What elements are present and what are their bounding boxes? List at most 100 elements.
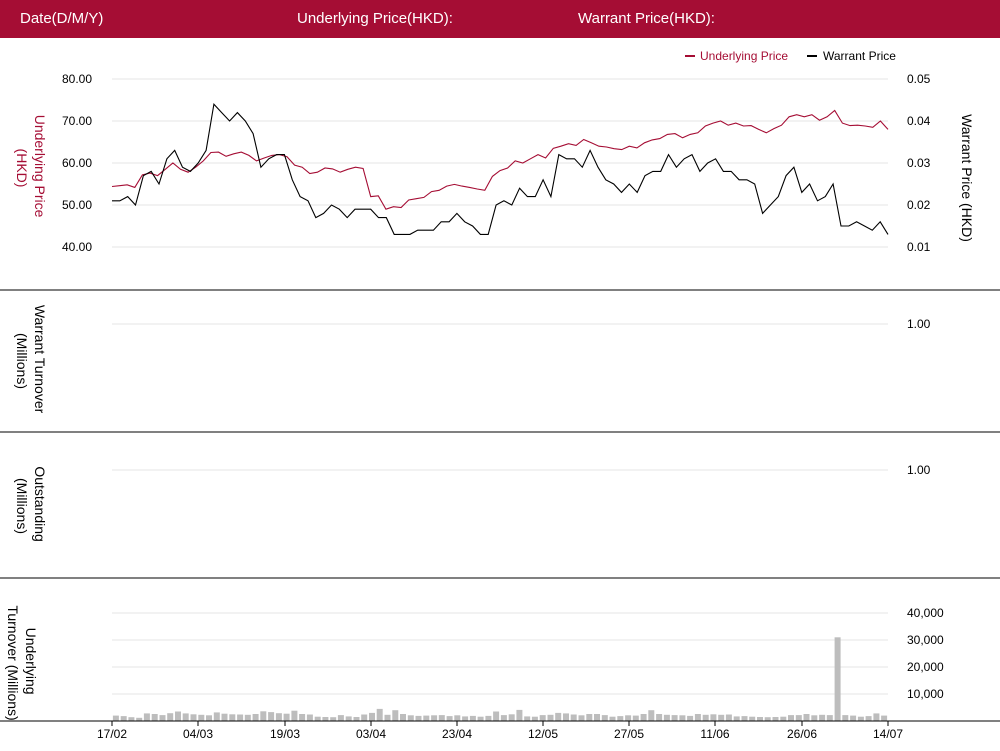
turnover-bar <box>190 714 197 722</box>
turnover-bar <box>462 716 469 721</box>
x-tick-label: 27/05 <box>614 727 644 741</box>
turnover-bar <box>268 712 275 721</box>
header-bar: Date(D/M/Y) Underlying Price(HKD): Warra… <box>0 0 1000 38</box>
turnover-bar <box>275 713 282 721</box>
warrant-turnover-tick: 1.00 <box>907 317 931 331</box>
turnover-bar <box>524 716 531 721</box>
turnover-bar <box>477 716 484 721</box>
turnover-bar <box>780 716 787 721</box>
turnover-bar <box>128 717 135 721</box>
turnover-bar <box>648 710 655 721</box>
turnover-bar <box>361 714 368 721</box>
turnover-bar <box>423 715 430 721</box>
turnover-bar <box>229 714 236 722</box>
underlying-axis-title-line1: Underlying Price <box>32 115 48 218</box>
turnover-bar <box>803 714 810 721</box>
turnover-bar <box>175 711 181 721</box>
x-tick-label: 04/03 <box>183 727 213 741</box>
turnover-bar <box>136 717 143 721</box>
underlying-axis-ticks: 80.00 70.00 60.00 50.00 40.00 <box>62 72 92 254</box>
turnover-bar <box>446 716 453 721</box>
turnover-bar <box>500 715 507 721</box>
turnover-bar <box>431 715 438 721</box>
turnover-bar <box>586 714 593 721</box>
underlying-turnover-title-line1: Underlying <box>23 628 39 695</box>
turnover-bar <box>663 714 670 721</box>
turnover-bar <box>516 709 523 721</box>
turnover-bar <box>795 715 802 721</box>
x-tick-label: 14/07 <box>873 727 903 741</box>
turnover-bar <box>330 717 337 721</box>
turnover-bar <box>594 714 600 721</box>
underlying-tick-label: 50.00 <box>62 198 92 212</box>
turnover-bar <box>213 712 220 721</box>
turnover-bar <box>834 637 841 721</box>
turnover-bar <box>143 713 150 721</box>
underlying-axis-title-line2: (HKD) <box>14 149 30 188</box>
x-tick-label: 23/04 <box>442 727 472 741</box>
turnover-bar <box>306 714 313 721</box>
turnover-bar <box>314 716 321 721</box>
turnover-bar <box>221 713 228 721</box>
turnover-bar <box>609 716 616 721</box>
turnover-bar <box>392 710 399 721</box>
x-axis-ticks: 17/02 04/03 19/03 03/04 23/04 12/05 27/05 11/06… <box>97 721 903 741</box>
x-tick-label: 12/05 <box>528 727 558 741</box>
warrant-tick-label: 0.03 <box>907 156 931 170</box>
turnover-bar <box>531 716 538 721</box>
turnover-bars <box>112 637 888 722</box>
turnover-bar <box>656 714 663 721</box>
turnover-bar <box>198 714 205 721</box>
turnover-bar <box>850 715 857 721</box>
turnover-bar <box>454 715 461 721</box>
turnover-bar <box>283 713 290 721</box>
turnover-bar <box>438 715 445 721</box>
turnover-bar <box>120 716 127 721</box>
turnover-bar <box>788 715 794 721</box>
turnover-bar <box>710 714 717 722</box>
turnover-bar <box>322 717 329 721</box>
turnover-bar <box>353 717 360 721</box>
turnover-bar <box>563 713 569 721</box>
turnover-bar <box>159 715 166 721</box>
turnover-bar <box>601 715 608 721</box>
warrant-axis-title: Warrant Price (HKD) <box>959 114 975 242</box>
x-tick-label: 17/02 <box>97 727 127 741</box>
turnover-bar <box>384 714 391 721</box>
x-tick-label: 19/03 <box>270 727 300 741</box>
turnover-bar <box>671 715 678 721</box>
turnover-bar <box>508 714 515 722</box>
turnover-bar <box>694 714 701 721</box>
warrant-turnover-title-line1: Warrant Turnover <box>32 305 48 414</box>
turnover-bar <box>819 714 826 721</box>
turnover-bar <box>345 716 352 721</box>
legend-underlying-swatch <box>685 55 695 57</box>
turnover-tick-label: 10,000 <box>907 687 944 701</box>
turnover-bar <box>337 715 344 721</box>
date-label: Date(D/M/Y) <box>20 10 104 27</box>
warrant-turnover-title-line2: (Millions) <box>14 333 30 389</box>
turnover-bar <box>299 714 306 721</box>
warrant-price-line <box>112 103 889 235</box>
x-tick-label: 03/04 <box>356 727 386 741</box>
outstanding-axis-title: Outstanding (Millions) <box>14 466 48 545</box>
turnover-bar <box>206 715 212 721</box>
outstanding-title-line1: Outstanding <box>32 466 48 542</box>
turnover-bar <box>407 715 414 721</box>
underlying-axis-title: Underlying Price (HKD) <box>14 115 48 222</box>
turnover-bar <box>376 708 383 721</box>
underlying-tick-label: 40.00 <box>62 240 92 254</box>
turnover-bar <box>570 714 577 721</box>
underlying-turnover-title-line2: Turnover (Millions) <box>5 605 21 720</box>
x-tick-label: 11/06 <box>700 727 729 741</box>
outstanding-tick: 1.00 <box>907 463 931 477</box>
turnover-bar <box>757 717 763 721</box>
turnover-bar <box>547 714 554 721</box>
legend: Underlying Price Warrant Price <box>685 49 896 63</box>
turnover-bar <box>555 712 562 721</box>
turnover-bar <box>617 716 624 721</box>
turnover-bar <box>881 715 888 721</box>
turnover-bar <box>687 715 694 721</box>
turnover-bar <box>469 715 476 721</box>
